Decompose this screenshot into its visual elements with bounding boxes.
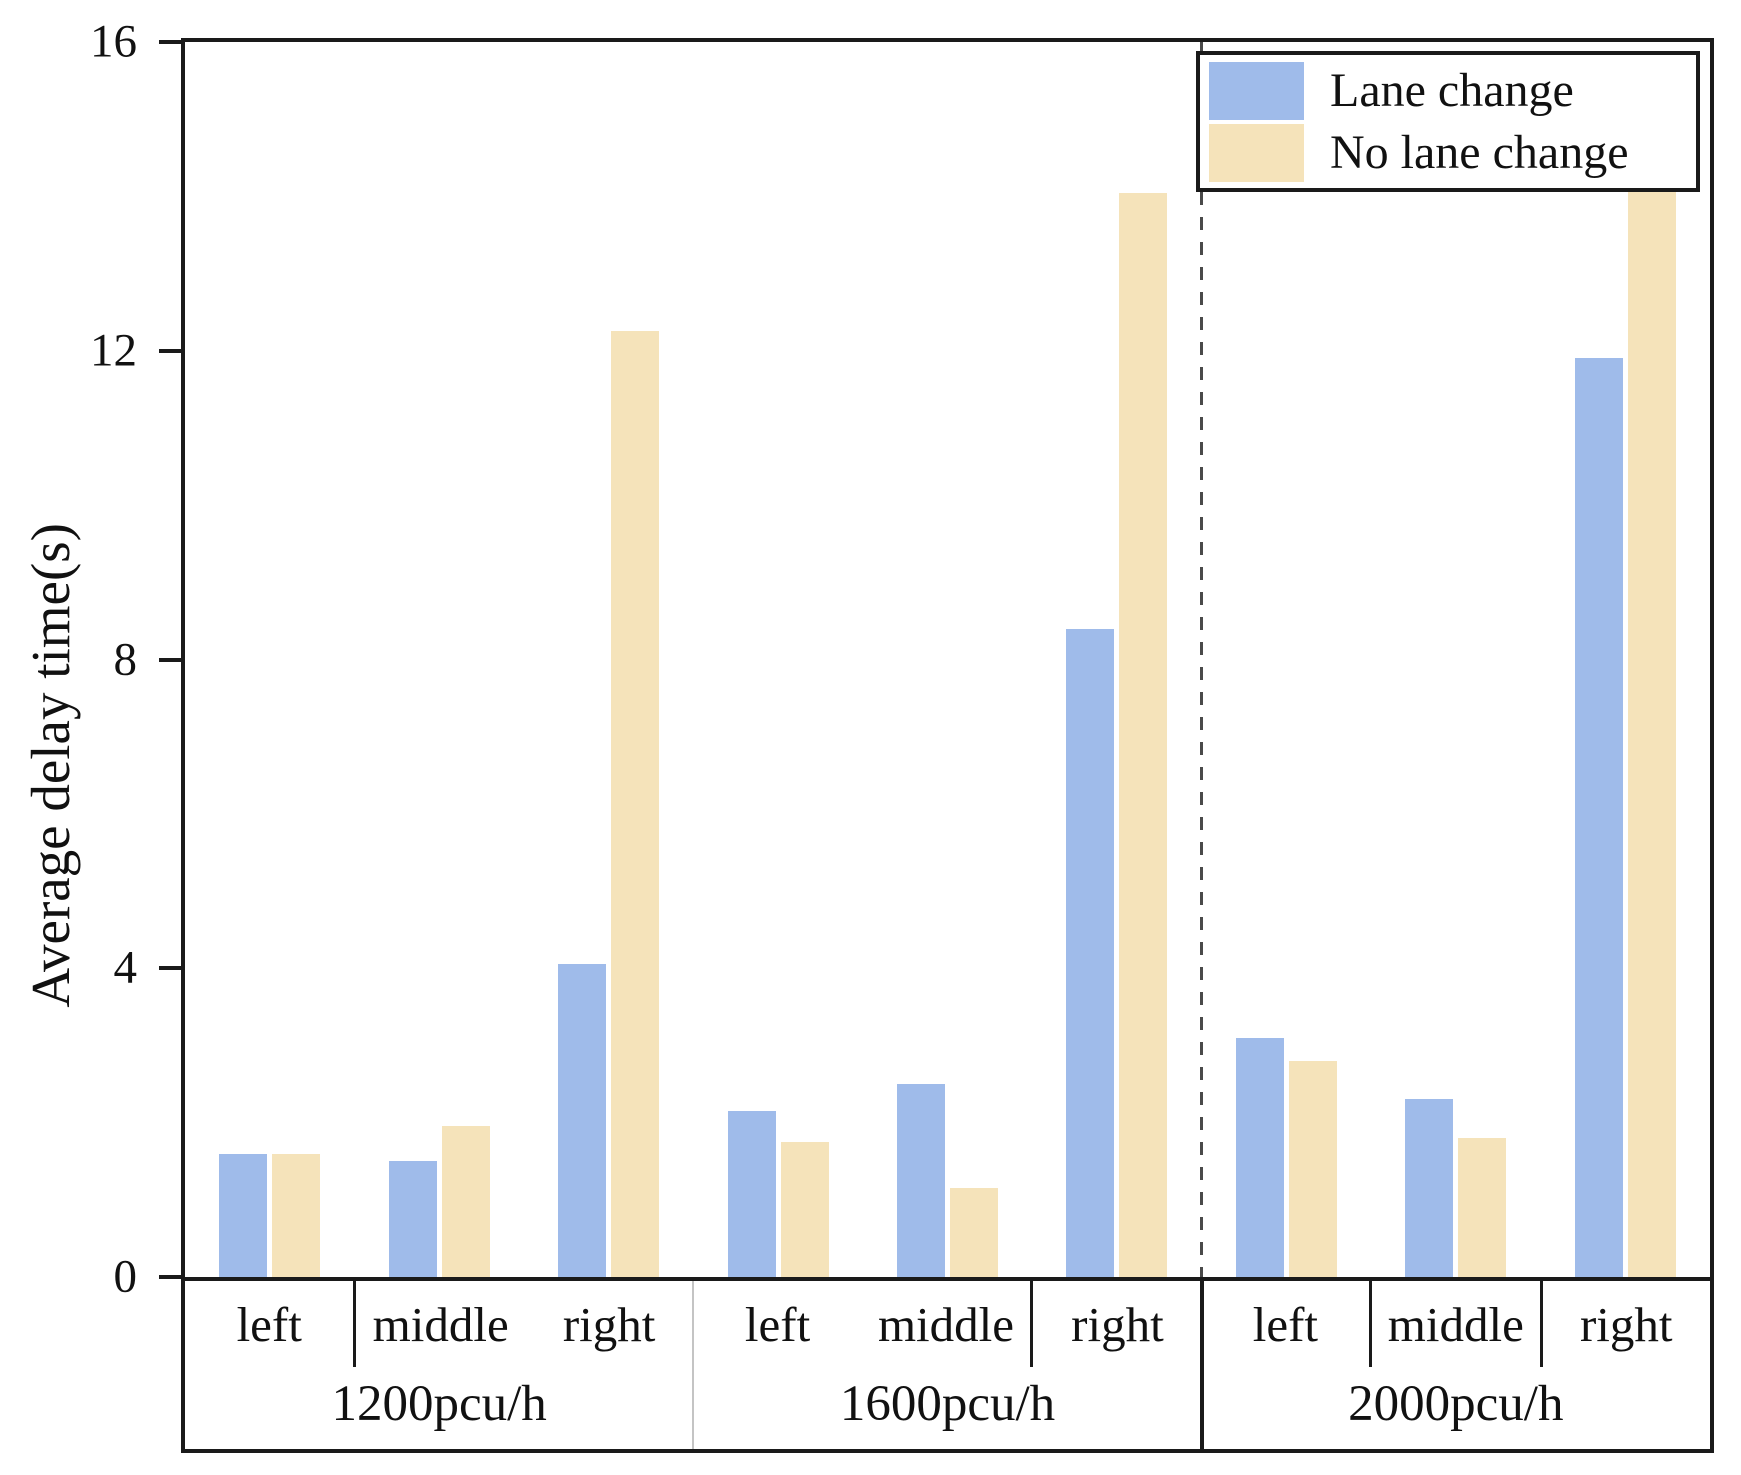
y-axis-title-wrap: Average delay time(s) [10, 190, 90, 1340]
lane-cells-2000pcu/h: left middle right [1202, 1281, 1710, 1367]
bar-no-lane-change [949, 1188, 998, 1277]
bar-lane-change [219, 1153, 268, 1277]
bar-lane-change [558, 964, 607, 1277]
lane-label-right: right [1071, 1296, 1164, 1352]
lane-cells-1600pcu/h: left middle right [693, 1281, 1201, 1367]
lane-left [693, 42, 862, 1277]
y-axis-title: Average delay time(s) [19, 522, 81, 1008]
bar-lane-change [1574, 358, 1623, 1277]
lane-middle [1371, 42, 1540, 1277]
y-tick-mark-12 [159, 348, 185, 353]
lane-middle [354, 42, 523, 1277]
lane-left [1202, 42, 1371, 1277]
lane-label-right: right [1579, 1296, 1673, 1352]
lane-label-middle: middle [862, 1281, 1034, 1367]
bar-group-1600pcu/h [693, 42, 1201, 1277]
lane-label-left: left [1202, 1281, 1373, 1367]
legend: Lane change No lane change [1196, 51, 1700, 192]
group-label-2000pcu/h: 2000pcu/h [1348, 1375, 1564, 1432]
legend-item-no-lane-change: No lane change [1209, 122, 1696, 184]
bar-no-lane-change [1288, 1060, 1337, 1277]
bar-lane-change [1066, 628, 1115, 1277]
group-label-row: 1200pcu/h 1600pcu/h 2000pcu/h [185, 1367, 1710, 1441]
group-divider-1200-1600 [692, 1281, 695, 1449]
lane-label-middle: middle [372, 1296, 509, 1352]
legend-label-lane-change: Lane change [1330, 63, 1574, 117]
group-divider-1600-2000 [1199, 1281, 1204, 1449]
bar-group-2000pcu/h [1202, 42, 1710, 1277]
legend-swatch-no-lane-change [1209, 123, 1304, 182]
bar-lane-change [896, 1084, 945, 1277]
y-tick-label-4: 4 [113, 941, 138, 994]
y-tick-label-16: 16 [90, 15, 137, 68]
lane-label-left: left [744, 1296, 811, 1352]
lane-label-middle: middle [1372, 1281, 1543, 1367]
lane-left [185, 42, 354, 1277]
lane-right [524, 42, 693, 1277]
y-tick-label-12: 12 [90, 324, 137, 377]
bar-no-lane-change [1119, 192, 1168, 1277]
group-label-1200pcu/h: 1200pcu/h [331, 1375, 547, 1432]
bar-no-lane-change [1627, 180, 1676, 1277]
y-tick-mark-16 [159, 40, 185, 44]
bar-no-lane-change [780, 1141, 829, 1277]
bar-groups [185, 42, 1710, 1277]
bar-group-1200pcu/h [185, 42, 693, 1277]
plot-area: 0 4 8 12 16 Lane change No lane change [90, 18, 1714, 1300]
y-tick-mark-0 [159, 1275, 185, 1279]
y-tick-label-8: 8 [113, 633, 138, 685]
bar-no-lane-change [441, 1126, 490, 1277]
bar-lane-change [388, 1161, 437, 1277]
bar-no-lane-change [272, 1153, 321, 1277]
lane-cells-1200pcu/h: left middle right [185, 1281, 693, 1367]
dashed-separator-line [1199, 42, 1203, 1277]
legend-swatch-lane-change [1209, 61, 1304, 120]
lane-label-right: right [562, 1296, 656, 1352]
lane-right [1541, 42, 1710, 1277]
y-tick-label-0: 0 [113, 1250, 138, 1303]
group-label-1600pcu/h: 1600pcu/h [839, 1375, 1056, 1432]
bar-no-lane-change [611, 331, 660, 1277]
bar-lane-change [1235, 1037, 1284, 1277]
bar-no-lane-change [1458, 1138, 1507, 1277]
lane-label-left: left [185, 1281, 357, 1367]
legend-item-lane-change: Lane change [1209, 60, 1696, 122]
legend-label-no-lane-change: No lane change [1330, 125, 1629, 179]
x-axis-label-area: left middle right left middle right left middle… [181, 1281, 1714, 1453]
y-tick-mark-4 [159, 966, 185, 971]
bar-lane-change [727, 1111, 776, 1277]
lane-right [1032, 42, 1201, 1277]
lane-middle [863, 42, 1032, 1277]
lane-label-row: left middle right left middle right left middle… [185, 1281, 1710, 1367]
bar-lane-change [1405, 1099, 1454, 1277]
y-tick-mark-8 [159, 657, 185, 662]
